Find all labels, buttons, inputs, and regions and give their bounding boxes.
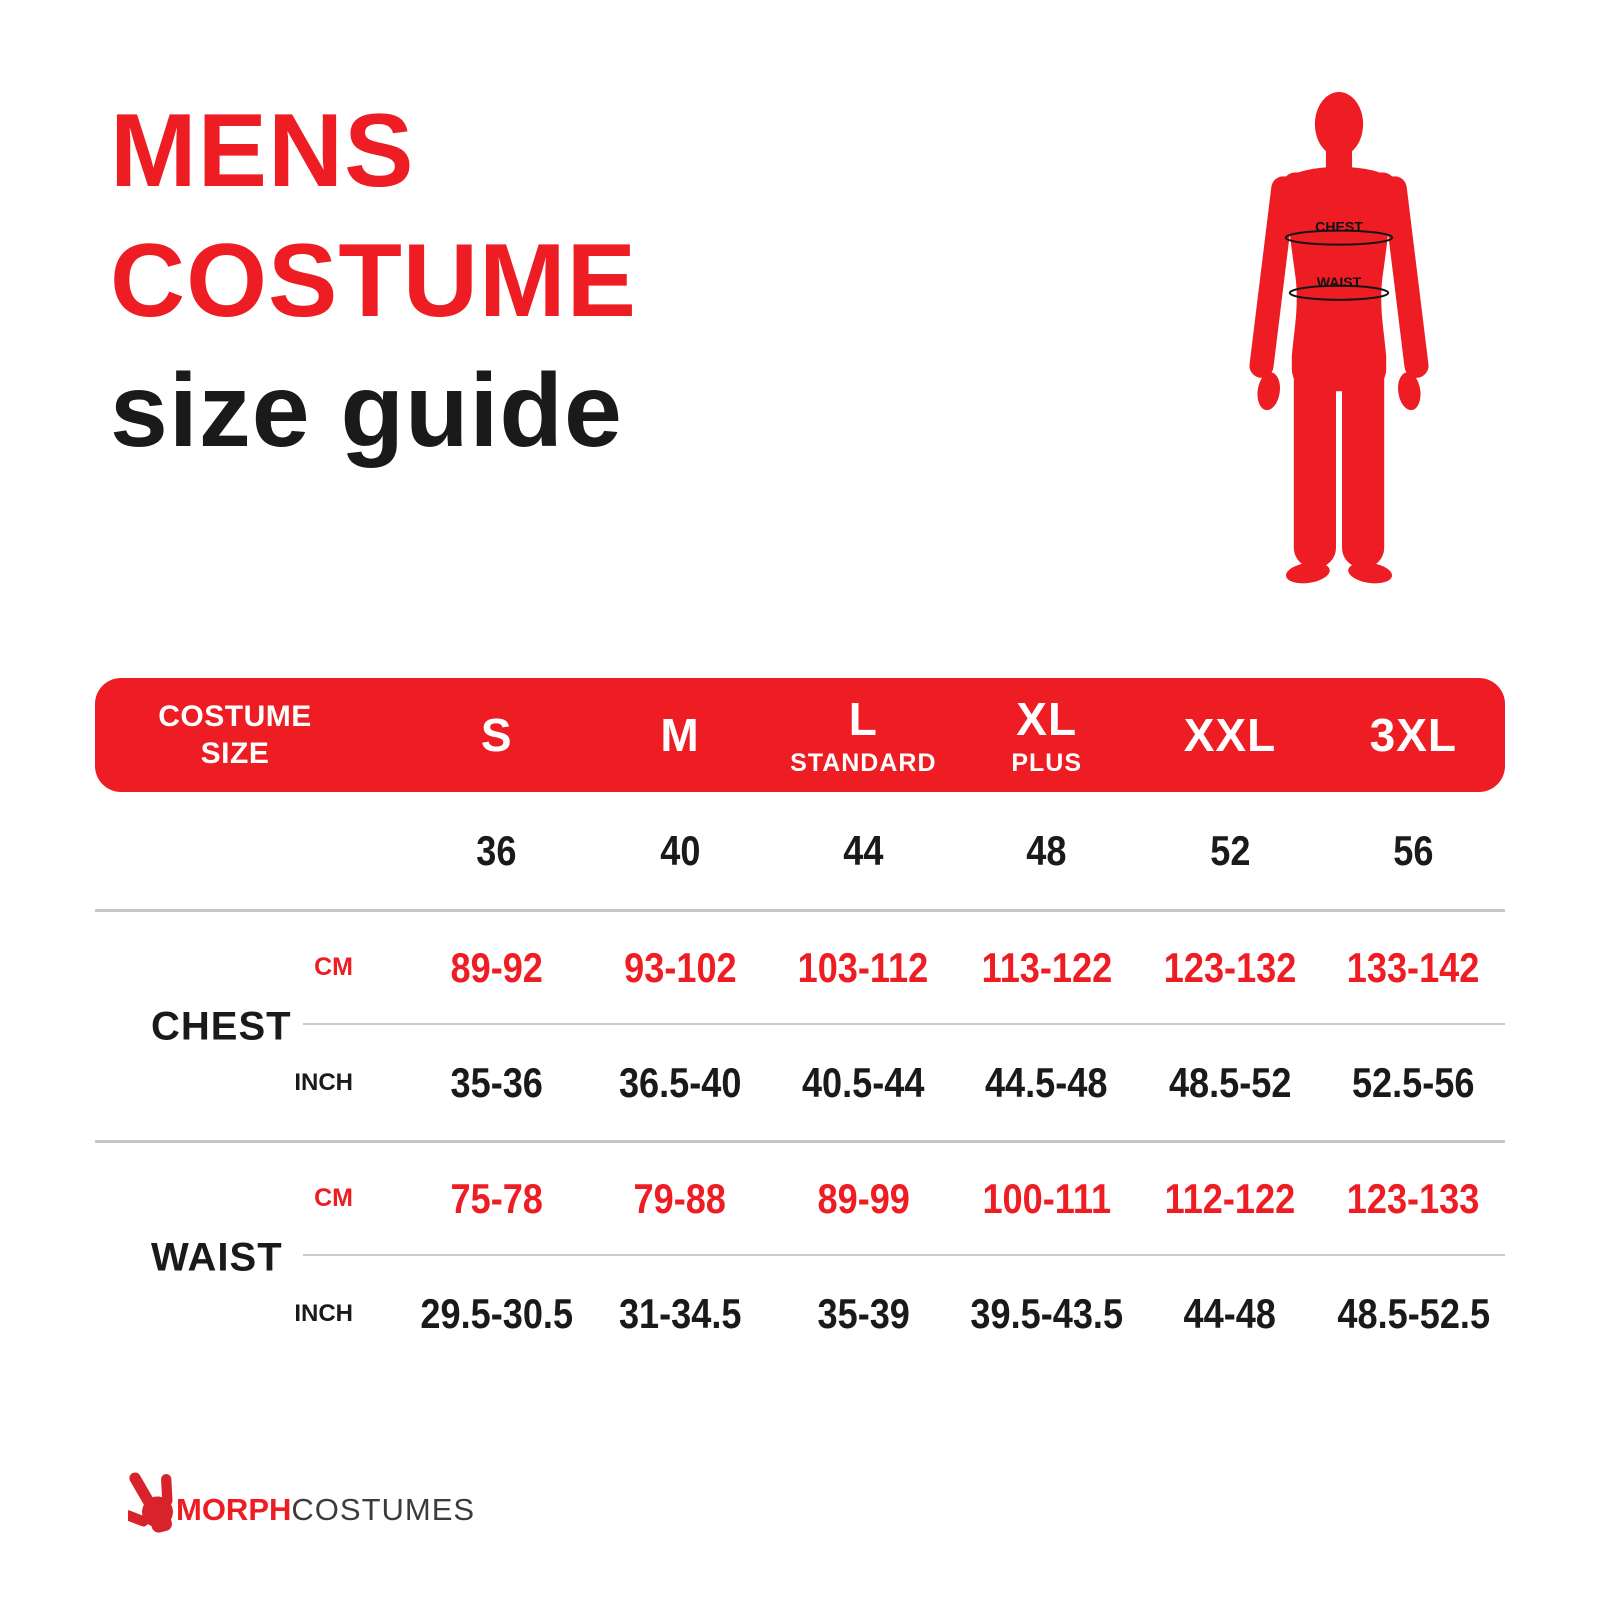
logo-costumes-text: COSTUMES — [291, 1492, 476, 1527]
waist-cm-cell: 89-99 — [817, 1174, 910, 1222]
waist-cm-cell: 75-78 — [450, 1174, 543, 1222]
numeric-size-cell: 56 — [1393, 827, 1434, 874]
numeric-size-cell: 52 — [1209, 827, 1251, 874]
chest-inch-cell: 44.5-48 — [985, 1058, 1108, 1106]
header-size-s: S — [480, 709, 513, 761]
numeric-size-cell: 36 — [476, 827, 517, 874]
chest-cm-cell: 123-132 — [1163, 943, 1297, 991]
cm-unit-label: CM — [314, 953, 353, 981]
waist-cm-row: CM 75-78 79-88 89-99 100-111 112-122 123… — [95, 1143, 1505, 1254]
page-title: MENS COSTUME size guide — [110, 86, 637, 476]
inch-unit-label: INCH — [294, 1068, 353, 1096]
waist-cm-cell: 123-133 — [1347, 1174, 1480, 1222]
header-costume-size-line2: SIZE — [200, 737, 270, 770]
chest-cm-row: CM 89-92 93-102 103-112 113-122 123-132 … — [95, 912, 1505, 1023]
waist-cm-cell: 79-88 — [633, 1174, 727, 1222]
logo-wordmark: MORPH COSTUMES — [176, 1492, 475, 1528]
header-costume-size-line1: COSTUME — [158, 699, 312, 733]
logo-morph-text: MORPH — [176, 1492, 292, 1527]
title-line-mens: MENS — [110, 93, 415, 209]
header-size-m: M — [660, 709, 700, 761]
waist-inch-cell: 35-39 — [817, 1289, 910, 1337]
waist-cm-cell: 100-111 — [982, 1174, 1111, 1222]
figure-waist-label: WAIST — [1317, 274, 1362, 290]
chest-inch-cell: 36.5-40 — [618, 1058, 742, 1106]
rock-hand-icon — [128, 1472, 173, 1533]
header-size-xxl: XXL — [1183, 709, 1277, 761]
header-size-xl: XL PLUS — [1011, 693, 1082, 777]
chest-measure-line — [1284, 229, 1394, 246]
waist-section: CM 75-78 79-88 89-99 100-111 112-122 123… — [95, 1143, 1505, 1371]
morphcostumes-logo: MORPH COSTUMES — [128, 1464, 475, 1534]
cm-unit-label: CM — [314, 1184, 353, 1212]
inch-unit-label: INCH — [294, 1299, 353, 1327]
chest-inch-cell: 48.5-52 — [1168, 1058, 1292, 1106]
waist-inch-cell: 31-34.5 — [618, 1289, 742, 1337]
waist-inch-cell: 29.5-30.5 — [420, 1289, 573, 1337]
waist-inch-cell: 48.5-52.5 — [1337, 1289, 1490, 1337]
chest-row-label: CHEST — [151, 1004, 292, 1049]
chest-inch-cell: 35-36 — [450, 1058, 543, 1106]
header-size-l: L STANDARD — [790, 693, 937, 777]
chest-inch-cell: 52.5-56 — [1352, 1058, 1475, 1106]
title-line-costume: COSTUME — [110, 223, 637, 339]
title-line-size-guide: size guide — [110, 353, 623, 469]
numeric-size-row: 36 40 44 48 52 56 — [95, 793, 1505, 909]
header-size-3xl: 3XL — [1369, 709, 1457, 761]
chest-cm-cell: 103-112 — [798, 943, 929, 991]
table-header: COSTUME SIZE S M L STANDARD XL PLUS XXL … — [95, 678, 1505, 792]
chest-cm-cell: 113-122 — [981, 943, 1112, 991]
chest-inch-cell: 40.5-44 — [802, 1058, 925, 1106]
divider-line — [95, 1140, 1505, 1143]
numeric-size-cell: 40 — [659, 827, 701, 874]
waist-row-label: WAIST — [151, 1235, 283, 1280]
numeric-size-cell: 48 — [1026, 827, 1067, 874]
chest-cm-cell: 93-102 — [623, 943, 737, 991]
chest-cm-cell: 133-142 — [1347, 943, 1480, 991]
figure-chest-label: CHEST — [1315, 219, 1363, 235]
divider-line — [303, 1254, 1505, 1256]
waist-inch-cell: 44-48 — [1183, 1289, 1277, 1337]
male-figure-icon: CHEST WAIST — [1249, 92, 1429, 584]
body-silhouette: CHEST WAIST — [1243, 84, 1435, 586]
chest-section: CM 89-92 93-102 103-112 113-122 123-132 … — [95, 912, 1505, 1140]
divider-line — [303, 1023, 1505, 1025]
header-costume-size: COSTUME SIZE — [95, 698, 405, 773]
chest-cm-cell: 89-92 — [450, 943, 543, 991]
divider-line — [95, 909, 1505, 912]
numeric-size-cell: 44 — [843, 827, 884, 874]
chest-inch-row: INCH 35-36 36.5-40 40.5-44 44.5-48 48.5-… — [95, 1025, 1505, 1140]
waist-cm-cell: 112-122 — [1164, 1174, 1296, 1222]
waist-measure-line — [1288, 284, 1390, 301]
waist-inch-row: INCH 29.5-30.5 31-34.5 35-39 39.5-43.5 4… — [95, 1256, 1505, 1371]
waist-inch-cell: 39.5-43.5 — [970, 1289, 1123, 1337]
